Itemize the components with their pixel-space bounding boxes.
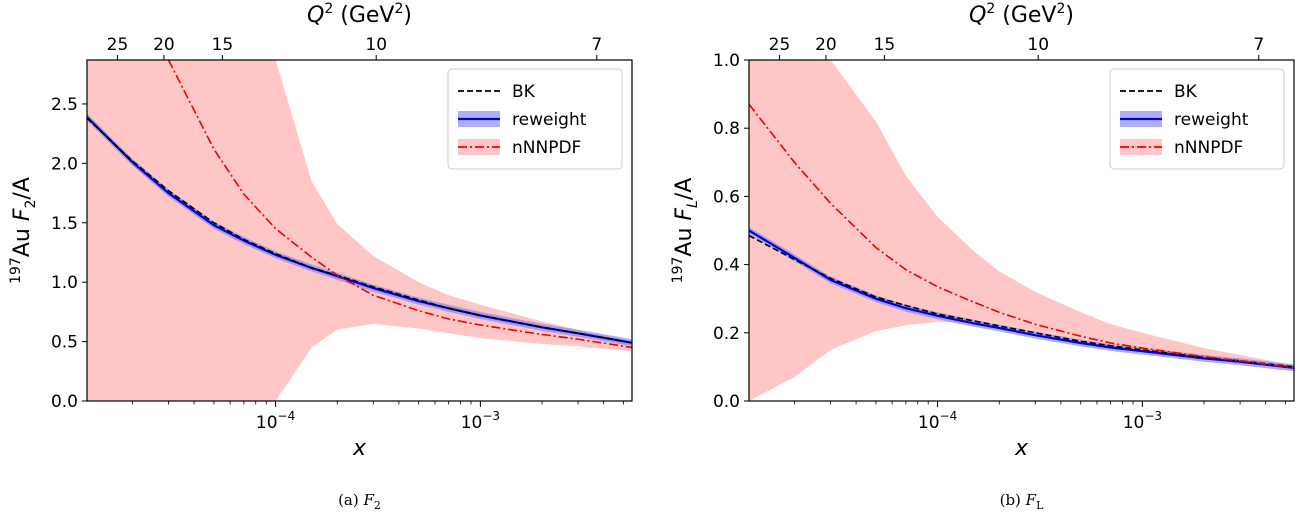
x-axis-label: x	[1014, 436, 1029, 461]
top-tick-label: 25	[107, 35, 129, 55]
top-tick-label: 7	[591, 35, 602, 55]
y-tick-label: 0.8	[713, 119, 740, 139]
nnpdf-line	[749, 103, 1294, 369]
legend-label: reweight	[1174, 110, 1249, 130]
top-tick-label: 15	[212, 35, 234, 55]
top-tick-label: 7	[1253, 35, 1264, 55]
axes-frame	[86, 59, 633, 402]
y-tick-label: 0.0	[713, 392, 740, 412]
bk-line	[749, 234, 1294, 368]
legend: BK reweight nNNPDF	[1109, 68, 1285, 170]
y-axis-label: 197Au F2/A	[8, 177, 39, 284]
nnpdf-line	[167, 60, 632, 349]
axes-frame	[748, 59, 1295, 402]
y-tick-label: 2.5	[51, 95, 78, 115]
top-tick-label: 10	[365, 35, 387, 55]
reweight-line	[749, 229, 1294, 369]
top-tick-label: 20	[153, 35, 175, 55]
top-tick-label: 20	[815, 35, 837, 55]
legend-label: nNNPDF	[1174, 138, 1243, 158]
x-tick-label: 10−3	[461, 409, 500, 433]
chart-fl-panel: 0.0 0.2 0.4 0.6 0.8 1.0 10−4 10−3 25 20 15 10 7 Q2 (G…	[670, 1, 1295, 512]
legend-label: reweight	[512, 110, 587, 130]
x-tick-label: 10−4	[918, 409, 957, 433]
y-tick-label: 0.4	[713, 256, 740, 276]
legend-label: BK	[1174, 82, 1198, 102]
panel-caption: (a) F2	[338, 491, 381, 512]
top-axis-label: Q2 (GeV2)	[969, 1, 1074, 28]
panel-caption: (b) FL	[1000, 491, 1045, 512]
x-tick-label: 10−3	[1123, 409, 1162, 433]
legend: BK reweight nNNPDF	[447, 68, 623, 170]
legend-label: nNNPDF	[512, 138, 581, 158]
y-tick-label: 0.5	[51, 333, 78, 353]
y-tick-label: 1.0	[713, 51, 740, 71]
y-tick-label: 2.0	[51, 154, 78, 174]
y-tick-label: 1.5	[51, 214, 78, 234]
top-tick-label: 25	[769, 35, 791, 55]
legend-label: BK	[512, 82, 536, 102]
top-axis-label: Q2 (GeV2)	[307, 1, 412, 28]
nnpdf-band	[749, 60, 1294, 401]
plot-area	[749, 60, 1294, 401]
y-tick-label: 0.2	[713, 324, 740, 344]
y-tick-label: 0.0	[51, 392, 78, 412]
plot-area	[87, 60, 632, 401]
y-tick-label: 0.6	[713, 187, 740, 207]
x-axis-label: x	[352, 436, 367, 461]
top-tick-label: 15	[874, 35, 896, 55]
chart-f2-panel: 0.0 0.5 1.0 1.5 2.0 2.5 10−4 10−3 25 20 15 10 7 Q2 (G…	[8, 1, 633, 512]
y-axis-label: 197Au FL/A	[670, 178, 701, 284]
top-tick-label: 10	[1027, 35, 1049, 55]
x-tick-label: 10−4	[256, 409, 295, 433]
y-tick-label: 1.0	[51, 273, 78, 293]
